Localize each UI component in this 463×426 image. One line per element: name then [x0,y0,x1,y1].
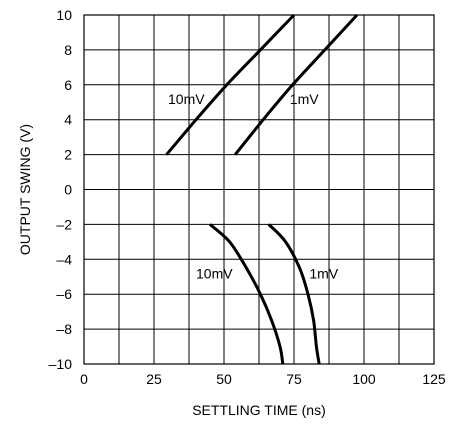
grid-lines [84,15,434,364]
x-tick-label: 0 [80,371,88,387]
x-axis-title: SETTLING TIME (ns) [192,402,326,418]
y-tick-label: –2 [56,216,72,232]
curve-label: 10mV [196,265,233,281]
y-tick-label: –8 [56,321,72,337]
series-line-2 [234,13,359,156]
curve-label: 1mV [309,265,338,281]
y-tick-label: 2 [64,147,72,163]
tick-labels: 0 25 50 75 100 125 10 8 6 4 2 0 –2 –4 –6 –8 –10 [49,7,446,387]
y-tick-label: –10 [49,356,73,372]
y-tick-label: 10 [56,7,72,23]
y-tick-label: 0 [64,182,72,198]
x-tick-label: 100 [352,371,376,387]
series-line-1 [165,13,296,156]
series-line-3 [209,223,285,365]
y-tick-label: 6 [64,77,72,93]
y-tick-label: 8 [64,42,72,58]
x-tick-label: 25 [146,371,162,387]
y-tick-label: –4 [56,251,72,267]
series-line-4 [267,223,321,365]
y-tick-label: –6 [56,286,72,302]
curve-label: 1mV [290,91,319,107]
x-tick-label: 125 [422,371,446,387]
curve-label: 10mV [168,91,205,107]
series-curves [165,13,359,365]
x-tick-label: 50 [216,371,232,387]
curve-annotations: 10mV 1mV 10mV 1mV [168,91,339,281]
y-axis-title: OUTPUT SWING (V) [17,124,33,255]
y-tick-label: 4 [64,112,72,128]
plot-frame [83,14,435,365]
x-tick-label: 75 [286,371,302,387]
